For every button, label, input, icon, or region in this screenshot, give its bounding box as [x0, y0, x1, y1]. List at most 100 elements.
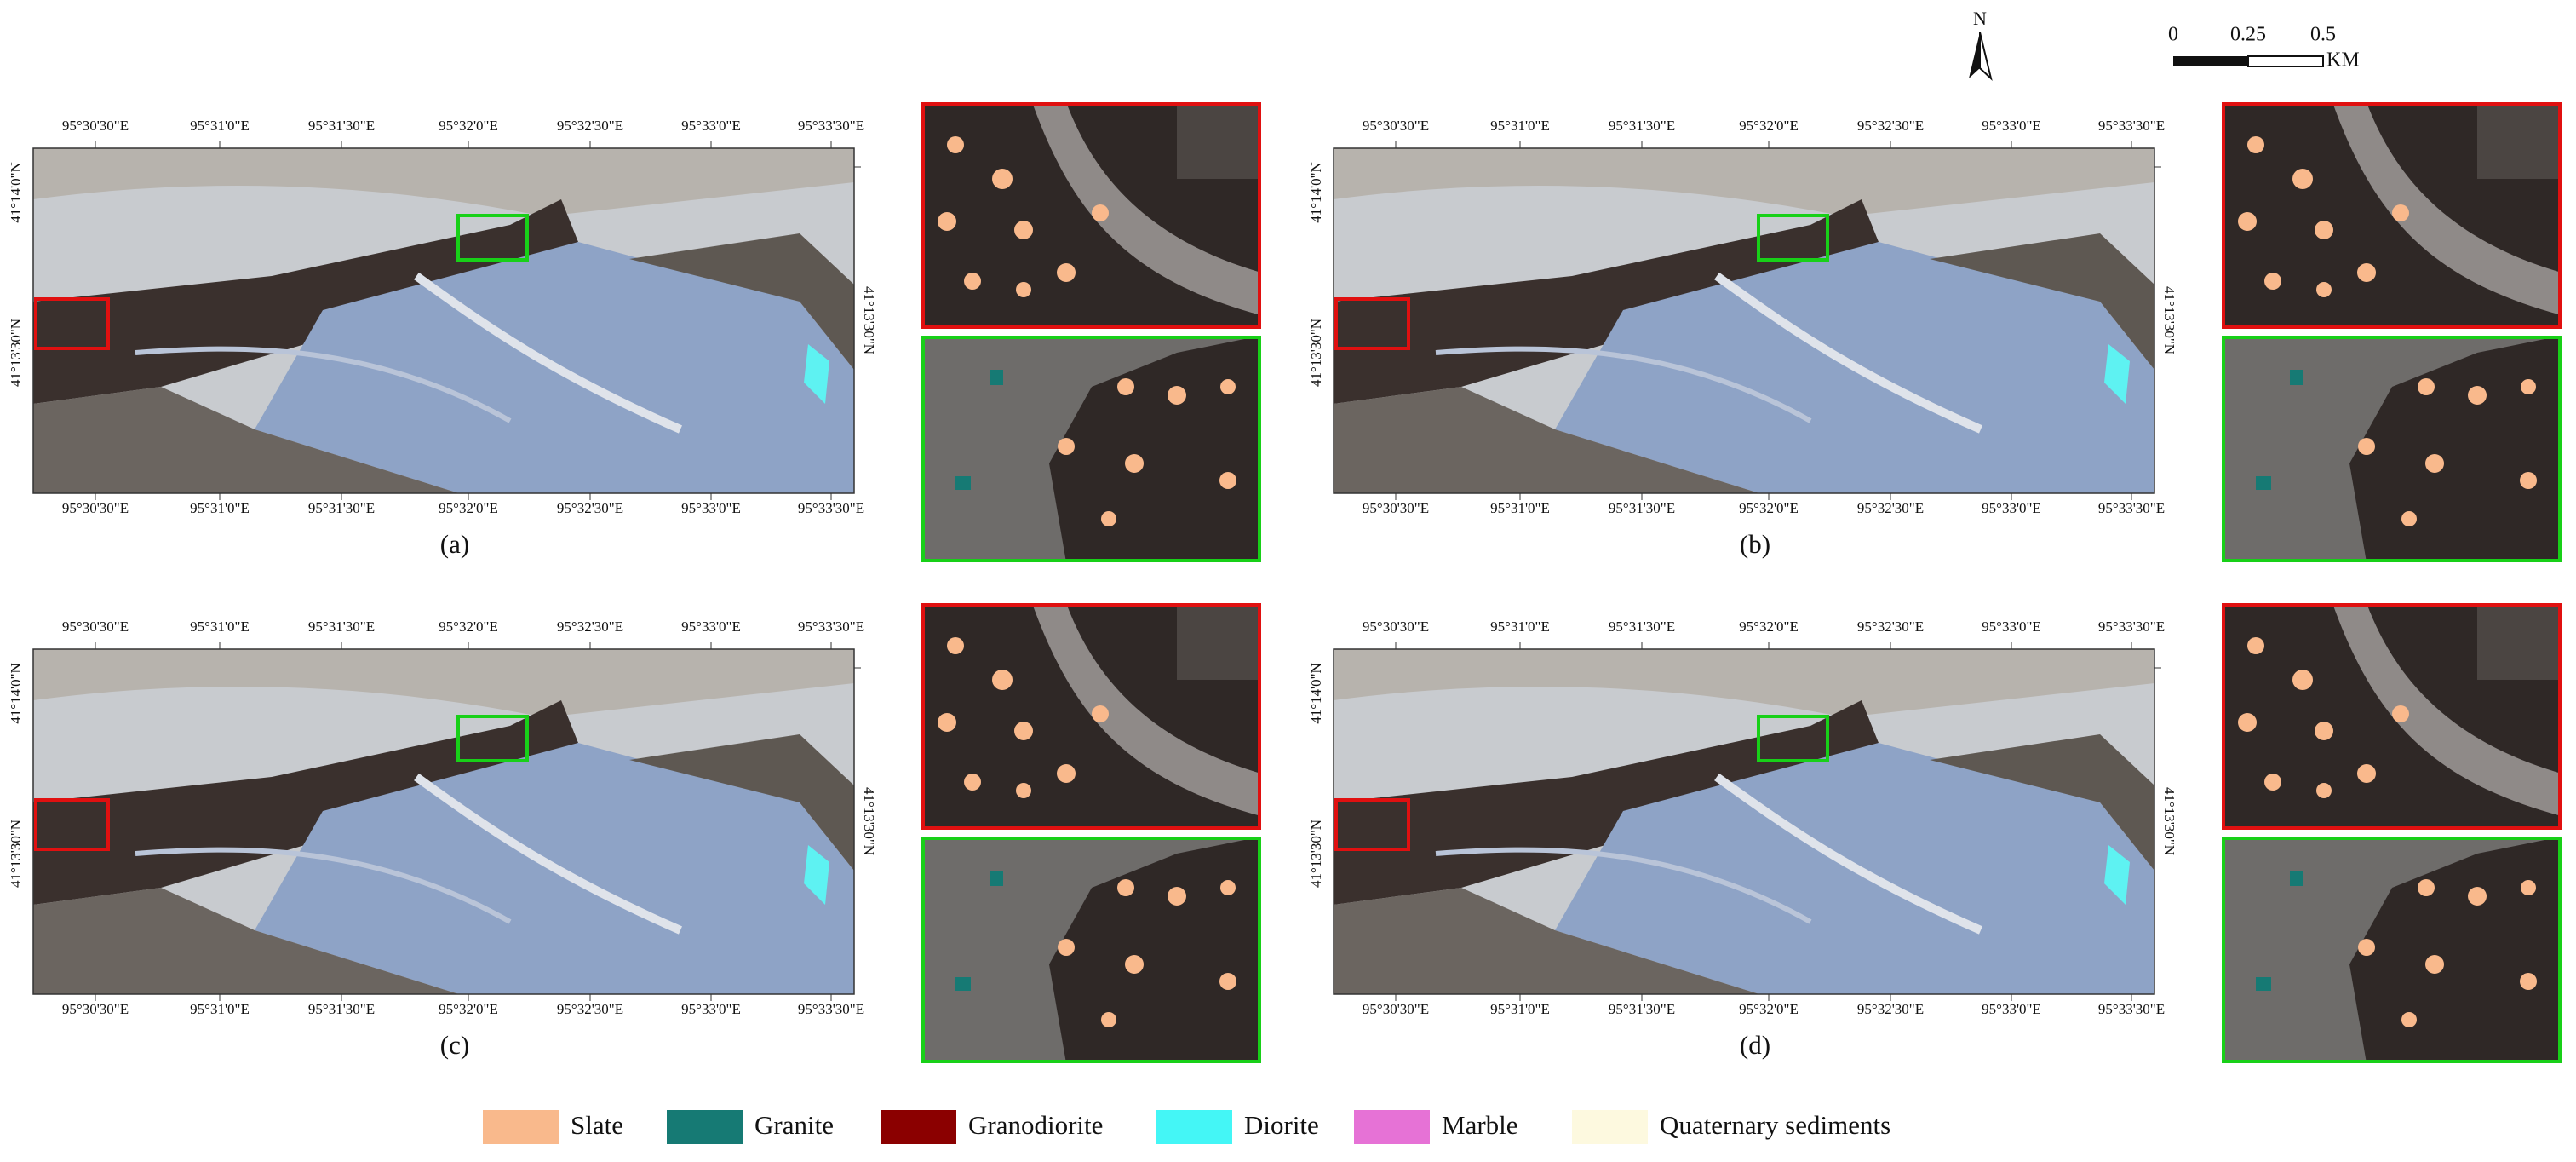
lat-label: 41°14'0"N — [8, 162, 24, 223]
lon-label: 95°30'30"E — [1363, 1001, 1429, 1017]
lon-label: 95°31'30"E — [308, 500, 375, 516]
lon-label: 95°31'30"E — [1609, 1001, 1675, 1017]
panel-caption: (a) — [440, 529, 469, 559]
lon-label: 95°33'0"E — [1982, 500, 2041, 516]
closeup-frame — [921, 603, 1261, 830]
lon-label: 95°32'30"E — [557, 618, 623, 635]
lon-label: 95°32'30"E — [557, 118, 623, 134]
red-box — [1334, 297, 1410, 350]
lon-label: 95°32'30"E — [1857, 118, 1924, 134]
lon-label: 95°33'30"E — [2098, 500, 2165, 516]
lon-label: 95°33'0"E — [681, 500, 741, 516]
lon-label: 95°33'30"E — [798, 118, 864, 134]
lon-label: 95°31'30"E — [1609, 618, 1675, 635]
panel: 95°30'30"E 95°30'30"E 95°31'0"E 95°31'0"E 95… — [1308, 102, 2562, 562]
green-box — [456, 214, 529, 262]
lon-label: 95°32'0"E — [1739, 118, 1799, 134]
lon-label: 95°31'0"E — [190, 618, 250, 635]
red-box — [1334, 798, 1410, 851]
closeup-green — [921, 837, 1261, 1063]
lon-label: 95°31'30"E — [308, 618, 375, 635]
legend-swatch — [1572, 1110, 1648, 1144]
closeup-green — [2222, 336, 2562, 562]
lon-label: 95°31'0"E — [190, 1001, 250, 1017]
lat-label: 41°13'30"N — [2161, 787, 2177, 855]
closeup-frame — [921, 336, 1261, 562]
lon-label: 95°31'30"E — [1609, 118, 1675, 134]
lon-label: 95°32'0"E — [439, 118, 498, 134]
north-label: N — [1973, 8, 1987, 29]
lon-label: 95°33'0"E — [1982, 118, 2041, 134]
lat-label: 41°13'30"N — [1308, 319, 1324, 387]
legend-swatch — [1354, 1110, 1430, 1144]
scale-label: 0 — [2168, 24, 2178, 46]
lon-label: 95°33'0"E — [681, 118, 741, 134]
panel-caption: (c) — [440, 1030, 469, 1060]
closeup-frame — [2222, 336, 2562, 562]
legend-label: Quaternary sediments — [1660, 1110, 1890, 1140]
lon-label: 95°33'30"E — [798, 500, 864, 516]
map-image — [1334, 148, 2154, 493]
map-image — [33, 148, 854, 493]
map-frame — [1333, 648, 2155, 995]
lon-label: 95°33'30"E — [798, 1001, 864, 1017]
scale-label: 0.25 — [2230, 24, 2266, 46]
lon-label: 95°32'0"E — [439, 618, 498, 635]
closeup-green — [921, 336, 1261, 562]
panel: 95°30'30"E 95°30'30"E 95°31'0"E 95°31'0"E 95… — [1308, 603, 2562, 1063]
lon-label: 95°33'0"E — [681, 1001, 741, 1017]
lon-label: 95°33'0"E — [1982, 1001, 2041, 1017]
lat-label: 41°14'0"N — [1308, 663, 1324, 724]
map-frame — [32, 147, 855, 494]
closeup-frame — [2222, 837, 2562, 1063]
closeup-frame — [921, 102, 1261, 329]
legend-label: Granite — [754, 1110, 834, 1140]
scale-unit: KM — [2326, 49, 2360, 72]
lat-label: 41°13'30"N — [8, 319, 24, 387]
lat-label: 41°14'0"N — [8, 663, 24, 724]
legend-swatch — [667, 1110, 743, 1144]
lon-label: 95°33'0"E — [1982, 618, 2041, 635]
map-frame — [32, 648, 855, 995]
lon-label: 95°32'30"E — [557, 1001, 623, 1017]
lon-label: 95°32'30"E — [557, 500, 623, 516]
lon-label: 95°31'30"E — [308, 1001, 375, 1017]
lon-label: 95°32'30"E — [1857, 1001, 1924, 1017]
legend-label: Granodiorite — [968, 1110, 1103, 1140]
map-image — [1334, 649, 2154, 994]
closeup-red — [921, 102, 1261, 329]
closeup-red — [2222, 102, 2562, 329]
closeup-red — [2222, 603, 2562, 830]
lat-label: 41°14'0"N — [1308, 162, 1324, 223]
lat-label: 41°13'30"N — [8, 820, 24, 888]
lon-label: 95°31'0"E — [1490, 618, 1550, 635]
lon-label: 95°33'30"E — [798, 618, 864, 635]
lon-label: 95°33'30"E — [2098, 618, 2165, 635]
lon-label: 95°33'0"E — [681, 618, 741, 635]
closeup-frame — [921, 837, 1261, 1063]
lon-label: 95°30'30"E — [1363, 500, 1429, 516]
closeup-frame — [2222, 603, 2562, 830]
green-box — [456, 715, 529, 762]
lon-label: 95°33'30"E — [2098, 118, 2165, 134]
legend-label: Slate — [571, 1110, 623, 1140]
scale-bar — [2247, 55, 2324, 67]
lon-label: 95°30'30"E — [62, 118, 129, 134]
lon-label: 95°33'30"E — [2098, 1001, 2165, 1017]
legend-swatch — [1156, 1110, 1232, 1144]
lon-label: 95°31'0"E — [1490, 1001, 1550, 1017]
lon-label: 95°32'0"E — [439, 500, 498, 516]
panel: 95°30'30"E 95°30'30"E 95°31'0"E 95°31'0"E 95… — [8, 102, 1261, 562]
lon-label: 95°32'30"E — [1857, 500, 1924, 516]
lon-label: 95°31'0"E — [190, 118, 250, 134]
closeup-green — [2222, 837, 2562, 1063]
panel-caption: (b) — [1740, 529, 1770, 559]
red-box — [34, 798, 110, 851]
lon-label: 95°32'0"E — [1739, 618, 1799, 635]
green-box — [1757, 715, 1829, 762]
lon-label: 95°32'0"E — [439, 1001, 498, 1017]
lon-label: 95°30'30"E — [62, 500, 129, 516]
north-arrow — [1969, 32, 1980, 78]
lon-label: 95°30'30"E — [62, 1001, 129, 1017]
